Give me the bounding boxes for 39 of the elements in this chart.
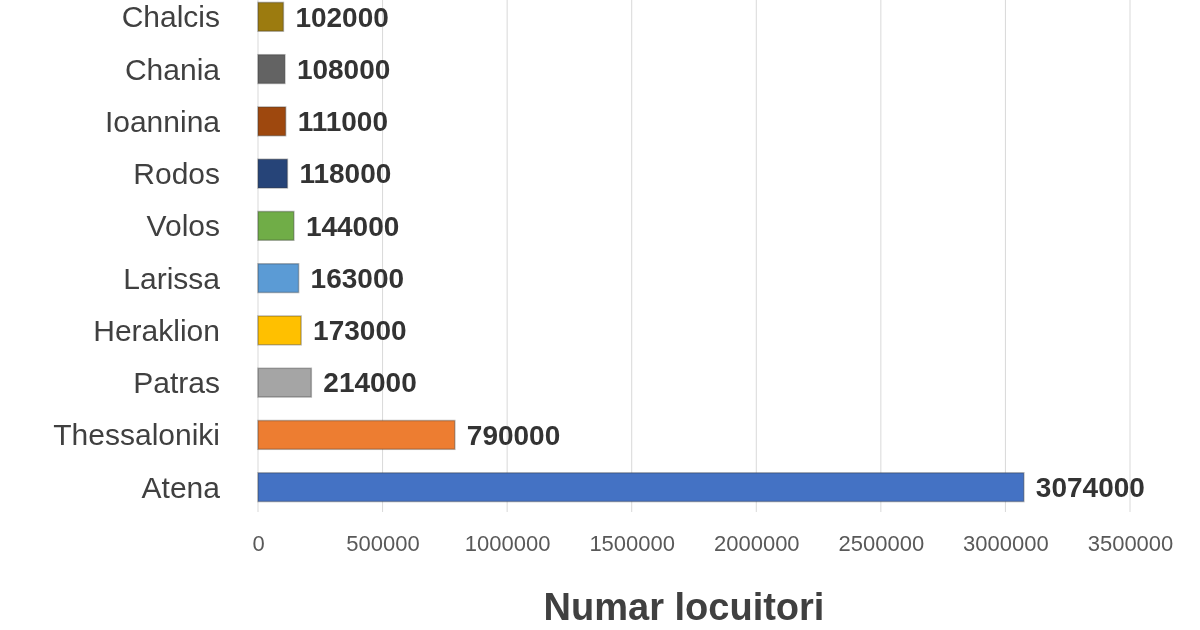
x-tick-label: 0 (252, 530, 265, 556)
x-tick-label: 1000000 (464, 530, 551, 556)
data-label: 102000 (295, 1, 389, 33)
data-label: 173000 (313, 315, 407, 347)
data-label: 214000 (323, 367, 417, 399)
data-label: 144000 (305, 210, 400, 242)
bar (257, 210, 295, 241)
bar (257, 1, 285, 32)
y-tick-label: Chalcis (121, 0, 220, 34)
bar (257, 367, 313, 398)
bar (257, 158, 289, 189)
bar (257, 53, 286, 85)
bar (257, 106, 287, 137)
x-tick-label: 500000 (346, 530, 420, 556)
y-tick-label: Chania (124, 52, 221, 86)
x-tick-label: 2500000 (838, 530, 925, 556)
data-label: 108000 (296, 53, 391, 85)
data-label: 111000 (297, 106, 388, 138)
y-tick-label: Rodos (133, 157, 220, 191)
y-tick-label: Larissa (123, 261, 221, 295)
x-tick-label: 3000000 (963, 530, 1049, 556)
y-tick-label: Atena (141, 470, 221, 504)
x-axis-title: Numar locuitori (543, 586, 825, 628)
data-label: 163000 (310, 262, 405, 294)
bar (257, 472, 1025, 503)
y-tick-label: Thessaloniki (53, 418, 220, 452)
x-tick-label: 2000000 (713, 530, 800, 556)
x-tick-label: 1500000 (589, 530, 676, 556)
x-tick-label: 3500000 (1087, 530, 1174, 556)
data-label: 118000 (299, 158, 392, 190)
bar (257, 419, 456, 451)
y-tick-label: Heraklion (93, 313, 220, 347)
bar (257, 315, 302, 346)
y-tick-label: Ioannina (104, 104, 221, 138)
bar (257, 263, 300, 294)
data-label: 3074000 (1035, 471, 1145, 503)
data-label: 790000 (466, 419, 561, 451)
y-tick-label: Patras (133, 366, 220, 400)
y-tick-label: Volos (146, 209, 220, 243)
